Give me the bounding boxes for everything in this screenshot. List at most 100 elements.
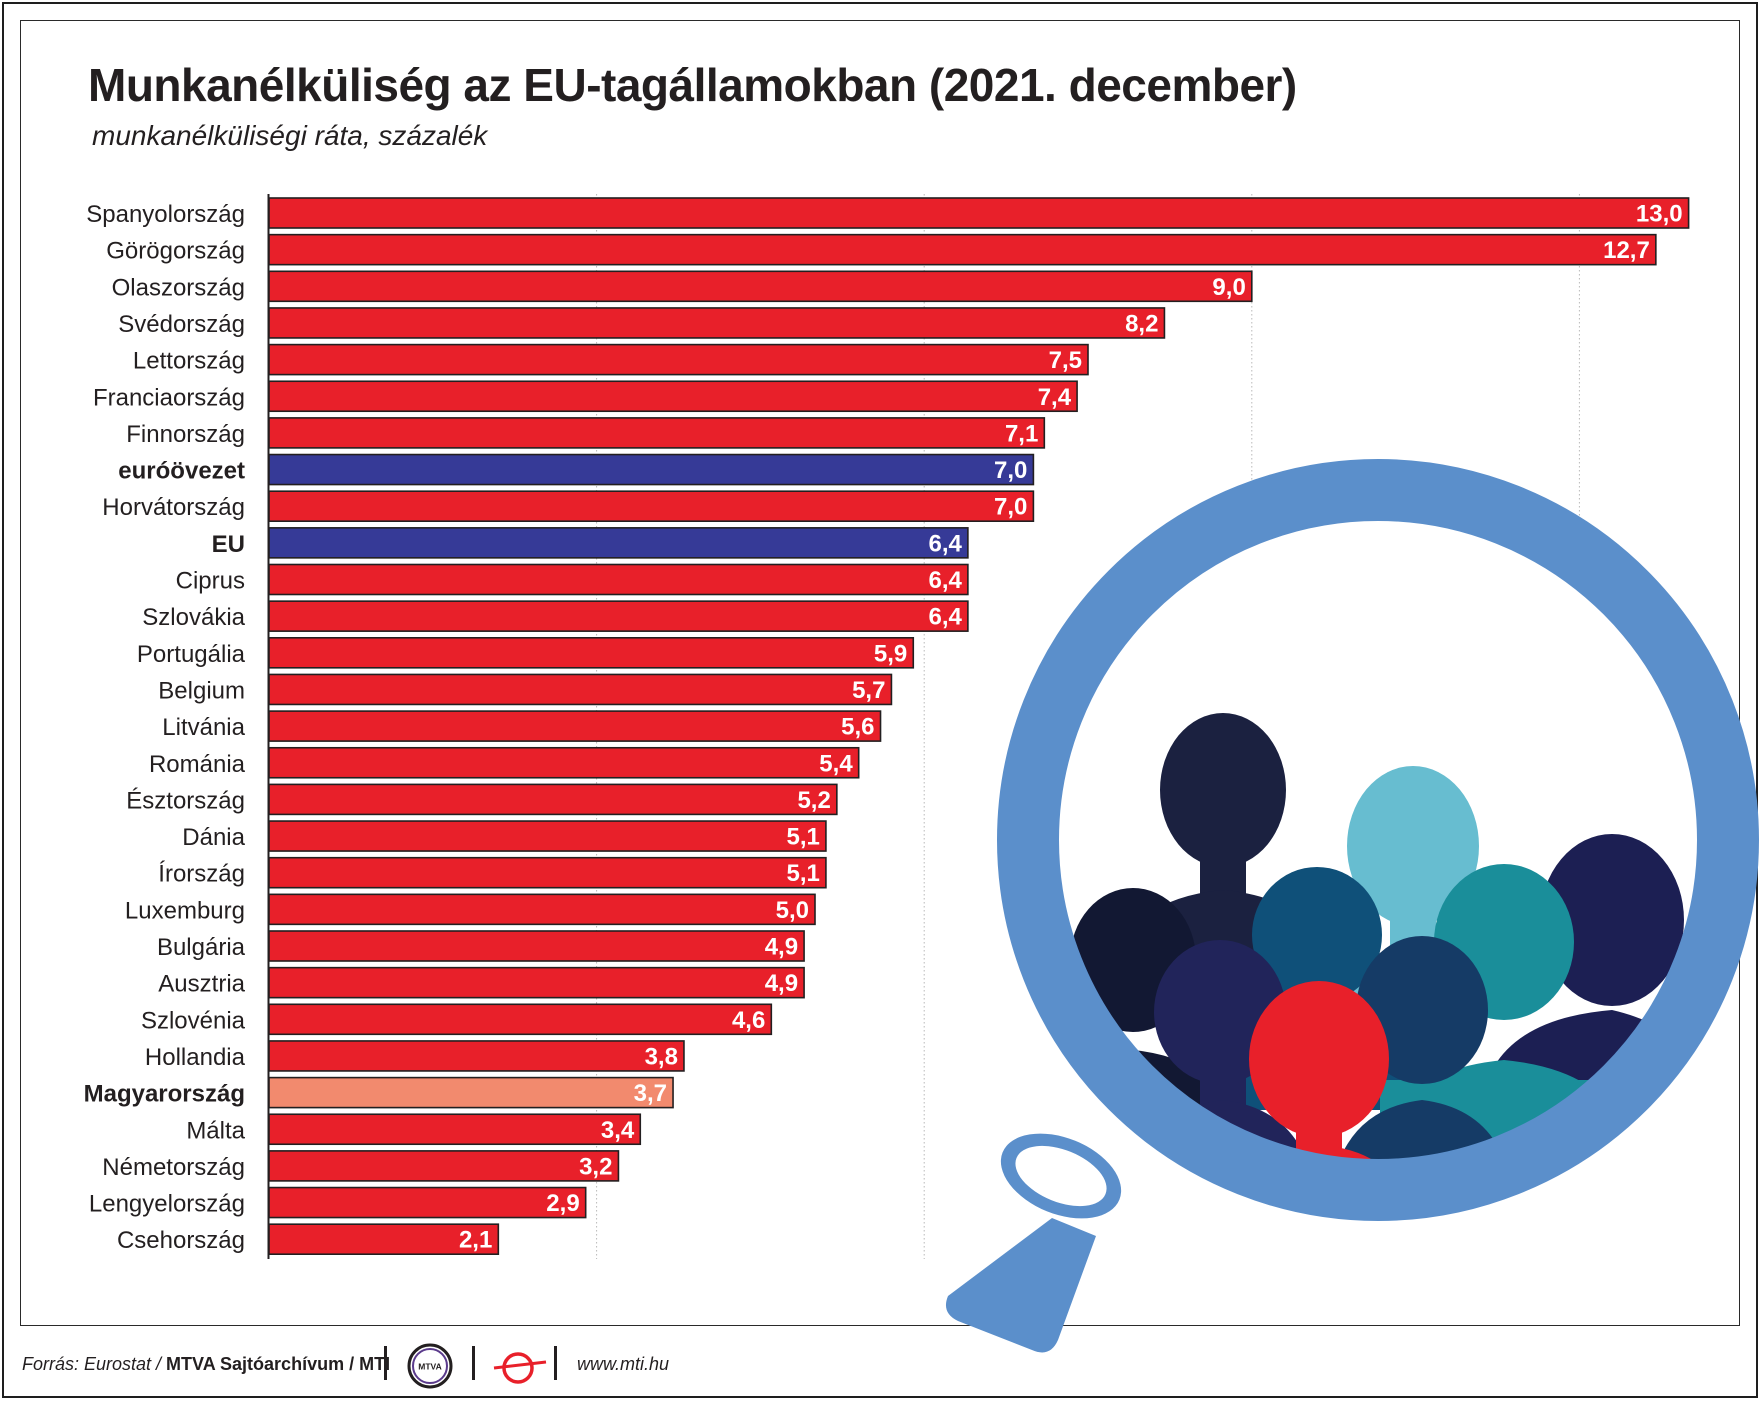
bar-value-label: 2,9 (546, 1190, 579, 1217)
category-label: Dánia (182, 824, 245, 851)
bar-value-label: 3,4 (601, 1117, 635, 1144)
category-label: Belgium (158, 677, 245, 704)
person-icon (1330, 936, 1514, 1162)
bar (268, 1186, 587, 1219)
bar (268, 1040, 685, 1072)
bar-value-label: 5,7 (852, 677, 885, 704)
bar (268, 783, 838, 816)
bar (268, 710, 882, 742)
bar (268, 1150, 620, 1182)
category-label: Lettország (133, 348, 245, 375)
source-org: MTVA Sajtóarchívum / MTI (166, 1354, 391, 1374)
bar-value-label: 3,8 (645, 1043, 678, 1070)
footer: Forrás: Eurostat / MTVA Sajtóarchívum / … (22, 1343, 1022, 1389)
category-label: Írország (158, 861, 245, 888)
bar (268, 1223, 500, 1255)
mti-logo-icon (493, 1352, 547, 1384)
bar-value-label: 5,9 (874, 640, 907, 667)
category-label: Észtország (126, 787, 245, 814)
bar (268, 490, 1035, 523)
category-label: Litvánia (162, 714, 245, 741)
footer-separator (554, 1346, 557, 1380)
bar (268, 930, 805, 962)
category-label: Portugália (137, 641, 246, 668)
bar (268, 563, 969, 596)
magnifier-handle-icon (945, 1218, 1096, 1353)
bar (268, 453, 1035, 486)
bar-value-label: 5,1 (787, 860, 820, 887)
bar (268, 307, 1166, 339)
bar (268, 966, 805, 999)
source-prefix: Forrás: Eurostat / (22, 1354, 167, 1374)
category-label: Szlovénia (141, 1007, 246, 1034)
bar-value-label: 3,7 (634, 1080, 667, 1107)
bar-value-label: 2,1 (459, 1227, 492, 1254)
category-label: Málta (186, 1117, 245, 1144)
bar (268, 197, 1690, 229)
category-label: Németország (102, 1154, 245, 1181)
category-label: Olaszország (112, 274, 245, 301)
bar (268, 636, 915, 669)
category-label: Ausztria (158, 971, 245, 998)
chart-title: Munkanélküliség az EU-tagállamokban (202… (88, 59, 1297, 111)
bar-value-label: 4,9 (765, 934, 798, 961)
category-label: Lengyelország (89, 1191, 245, 1218)
magnifier-ring-icon (997, 459, 1759, 1221)
footer-separator (472, 1346, 475, 1380)
category-label: Bulgária (157, 934, 246, 961)
category-label: euróövezet (118, 458, 245, 485)
category-label: Ciprus (176, 568, 245, 595)
category-label: Horvátország (102, 494, 245, 521)
bar (268, 1003, 773, 1036)
bar-value-label: 5,1 (787, 824, 820, 851)
category-label: Magyarország (84, 1081, 245, 1108)
category-label: Hollandia (145, 1044, 246, 1071)
bar-value-label: 9,0 (1212, 274, 1245, 301)
category-label: Csehország (117, 1227, 245, 1254)
category-label: Svédország (118, 311, 245, 338)
bar-value-label: 7,0 (994, 457, 1027, 484)
bar (268, 746, 860, 779)
category-label: Spanyolország (86, 201, 245, 228)
bar (268, 856, 827, 889)
bar (268, 343, 1089, 376)
category-label: Luxemburg (125, 897, 245, 924)
category-label: Finnország (126, 421, 245, 448)
mtva-logo-icon: MTVA (407, 1343, 453, 1389)
bar-value-label: 12,7 (1603, 237, 1650, 264)
chart-panel (20, 20, 1740, 1326)
category-label: Románia (149, 751, 246, 778)
bar-value-label: 7,1 (1005, 420, 1038, 447)
mtva-logo-text: MTVA (418, 1362, 441, 1372)
bar (268, 893, 816, 926)
bar-value-label: 13,0 (1636, 201, 1683, 228)
bar (268, 417, 1046, 449)
category-label: Görögország (106, 238, 245, 265)
bar-value-label: 5,0 (776, 897, 809, 924)
category-label: EU (212, 531, 245, 558)
category-label: Franciaország (93, 384, 245, 411)
bars-group: 13,0 12,7 9,0 8,2 7,5 7,47,1 7,0 7,0 6,4 6,4 6,4 5,… (268, 197, 1690, 1255)
bar (268, 270, 1253, 303)
bar-value-label: 6,4 (929, 604, 963, 631)
category-labels: Spanyolország Görögország Olaszország Svédo… (84, 201, 246, 1254)
bar-value-label: 4,6 (732, 1007, 765, 1034)
magnifier-people-illustration (945, 459, 1759, 1353)
bar (268, 380, 1078, 413)
footer-separator (384, 1346, 387, 1380)
bar-value-label: 5,4 (819, 750, 853, 777)
bar-value-label: 4,9 (765, 970, 798, 997)
bar-value-label: 8,2 (1125, 310, 1158, 337)
bar-value-label: 5,6 (841, 714, 874, 741)
chart-subtitle: munkanélküliségi ráta, százalék (92, 120, 488, 151)
bar (268, 673, 893, 706)
source-text: Forrás: Eurostat / MTVA Sajtóarchívum / … (22, 1354, 390, 1375)
bar-value-label: 7,4 (1038, 384, 1072, 411)
bar (268, 820, 827, 852)
mti-url-link[interactable]: www.mti.hu (577, 1354, 670, 1374)
bar-value-label: 7,5 (1049, 347, 1082, 374)
bar-value-label: 6,4 (929, 567, 963, 594)
bar-value-label: 5,2 (797, 787, 830, 814)
